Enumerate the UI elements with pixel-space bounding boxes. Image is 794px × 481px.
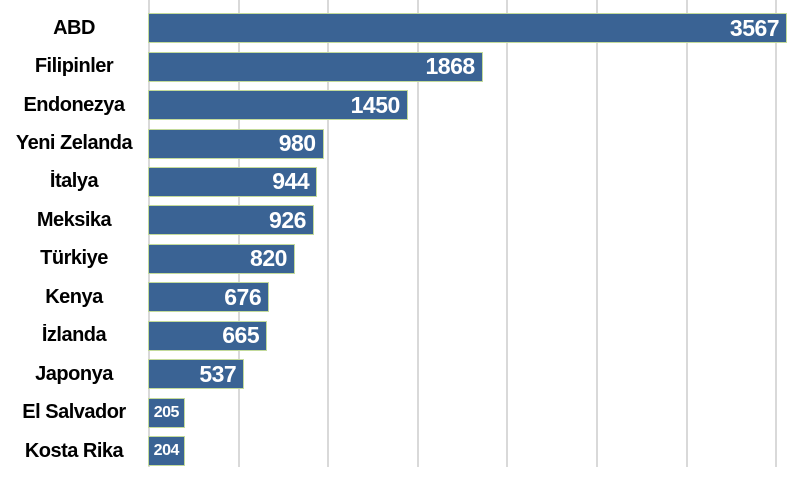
value-label: 204	[153, 442, 180, 460]
gridline	[327, 0, 330, 467]
value-label: 980	[278, 130, 316, 157]
bar: 820	[148, 243, 295, 274]
bar: 1450	[148, 90, 408, 121]
category-label: Japonya	[35, 362, 113, 385]
chart-row: Meksika 926	[0, 201, 794, 239]
gridline	[685, 0, 688, 467]
bar-rows: ABD 3567 Filipinler 1868 Endonezya 1450 Yeni Z…	[0, 9, 794, 470]
bar: 204	[148, 436, 185, 467]
value-label: 820	[250, 245, 287, 272]
chart-row: Filipinler 1868	[0, 47, 794, 85]
chart-row: Endonezya 1450	[0, 86, 794, 124]
bar: 944	[148, 166, 318, 197]
value-label: 537	[199, 360, 237, 387]
category-label: İtalya	[49, 170, 99, 193]
chart-row: İzlanda 665	[0, 317, 794, 355]
value-label: 676	[224, 283, 262, 310]
bar: 980	[148, 128, 324, 159]
chart-row: Türkiye 820	[0, 240, 794, 278]
bar: 926	[148, 205, 314, 236]
category-label: ABD	[53, 16, 95, 39]
chart-row: Yeni Zelanda 980	[0, 124, 794, 162]
chart-row: İtalya 944	[0, 163, 794, 201]
value-label: 205	[153, 403, 180, 421]
value-label: 1868	[425, 53, 476, 80]
bar: 3567	[148, 13, 788, 44]
category-label: Meksika	[36, 208, 112, 231]
chart-row: Kosta Rika 204	[0, 432, 794, 470]
category-label: El Salvador	[22, 401, 126, 424]
value-label: 926	[269, 206, 306, 233]
bar: 1868	[148, 51, 483, 82]
bar: 205	[148, 397, 185, 428]
category-label: Türkiye	[40, 247, 108, 270]
bar: 676	[148, 282, 270, 313]
bar: 665	[148, 320, 268, 351]
chart-row: Japonya 537	[0, 355, 794, 393]
chart-row: Kenya 676	[0, 278, 794, 316]
category-label: Kenya	[45, 285, 103, 308]
category-label: İzlanda	[41, 324, 107, 347]
category-label: Kosta Rika	[24, 439, 124, 462]
category-label: Endonezya	[23, 93, 125, 116]
gridline	[775, 0, 778, 467]
chart-row: ABD 3567	[0, 9, 794, 47]
chart-row: El Salvador 205	[0, 393, 794, 431]
value-label: 665	[222, 322, 260, 349]
value-label: 1450	[350, 91, 401, 118]
gridline	[506, 0, 509, 467]
bar: 537	[148, 359, 245, 390]
value-label: 944	[272, 168, 310, 195]
category-label: Filipinler	[34, 55, 114, 78]
gridline	[416, 0, 419, 467]
value-label: 3567	[729, 14, 780, 41]
category-label: Yeni Zelanda	[15, 132, 133, 155]
gridline	[595, 0, 598, 467]
